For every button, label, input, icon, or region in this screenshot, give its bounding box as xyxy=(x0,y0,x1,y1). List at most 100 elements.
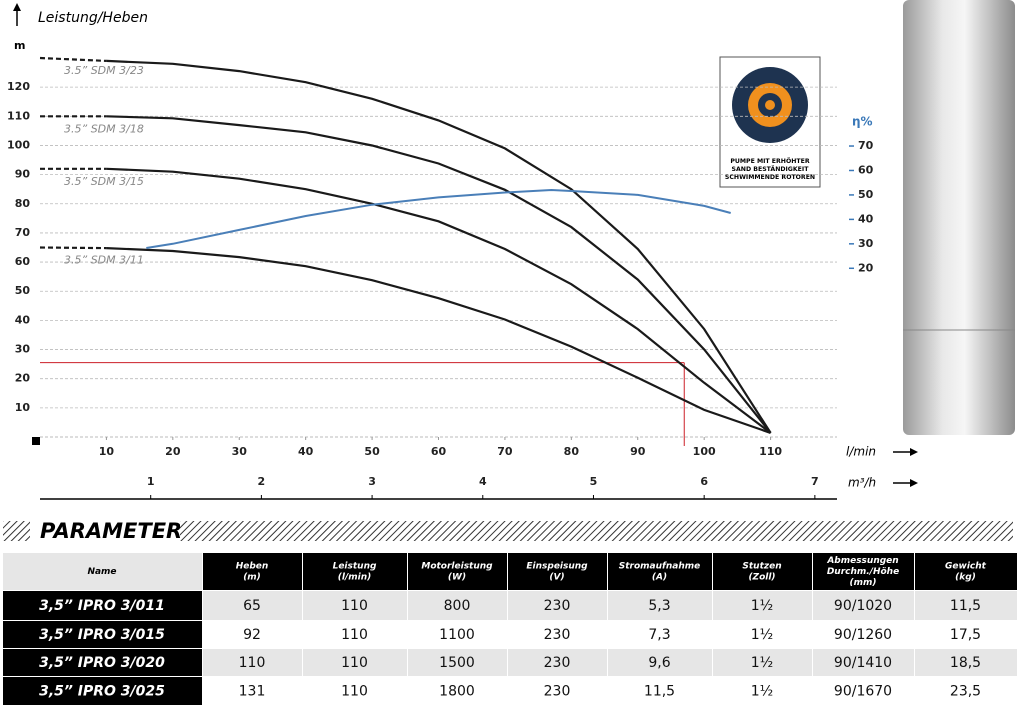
cell-text: 131 xyxy=(239,684,266,700)
x2-tick-label: 3 xyxy=(368,475,376,488)
y-tick-label: 120 xyxy=(7,80,30,93)
header-cell xyxy=(813,553,914,590)
x2-tick-label: 7 xyxy=(811,475,819,488)
x-axis-label: l/min xyxy=(846,445,876,459)
table-title: PARAMETER xyxy=(40,519,182,543)
header-cell xyxy=(915,553,1017,590)
origin-marker xyxy=(32,437,40,445)
efficiency-line xyxy=(146,188,731,249)
data-cell xyxy=(303,621,407,648)
y-tick-label: 80 xyxy=(15,197,31,210)
y2-tick-label: 60 xyxy=(858,163,874,176)
pump-curve xyxy=(106,247,771,434)
header-cell xyxy=(608,553,712,590)
cell-text: 800 xyxy=(444,598,471,614)
data-cell xyxy=(508,677,607,705)
cell-text: 1½ xyxy=(751,598,773,614)
cell-text: 110 xyxy=(239,655,266,671)
cell-text: 9,6 xyxy=(648,655,670,671)
header-text: Abmessungen xyxy=(826,556,898,566)
header-text: Gewicht xyxy=(945,562,987,572)
header-text: Durchm./Höhe xyxy=(827,567,899,577)
x2-tick-label: 5 xyxy=(590,475,598,488)
name-text: 3,5” IPRO 3/020 xyxy=(39,655,165,671)
badge-text: SAND BESTÄNDIGKEIT xyxy=(732,164,810,173)
x2-axis-label: m³/h xyxy=(848,476,876,490)
cell-text: 230 xyxy=(544,598,571,614)
data-cell xyxy=(813,677,914,705)
badge-text: PUMPE MIT ERHÖHTER xyxy=(730,156,810,165)
data-cell xyxy=(713,677,812,705)
header-cell xyxy=(713,553,812,590)
hatch-left xyxy=(3,521,30,541)
x-tick-label: 50 xyxy=(364,445,380,458)
pump-curve-shutoff xyxy=(39,246,107,250)
header-text: (A) xyxy=(652,573,667,583)
data-cell xyxy=(915,649,1017,676)
y-axis-label: m xyxy=(14,39,25,52)
cell-text: 230 xyxy=(544,627,571,643)
header-text: (kg) xyxy=(955,573,976,583)
data-cell xyxy=(608,621,712,648)
cell-text: 110 xyxy=(341,627,368,643)
name-text: 3,5” IPRO 3/015 xyxy=(39,627,165,643)
x-tick-label: 40 xyxy=(298,445,314,458)
data-cell xyxy=(303,649,407,676)
header-cell xyxy=(508,553,607,590)
curve-label: 3.5” SDM 3/18 xyxy=(64,122,144,135)
x-tick-label: 110 xyxy=(759,445,782,458)
data-cell xyxy=(813,649,914,676)
y-tick-label: 110 xyxy=(7,109,30,122)
cell-text: 18,5 xyxy=(950,655,981,671)
data-cell xyxy=(713,649,812,676)
name-cell xyxy=(3,621,202,648)
data-cell xyxy=(408,649,507,676)
x-tick-label: 20 xyxy=(165,445,181,458)
cell-text: 90/1410 xyxy=(834,655,892,671)
header-text: (Zoll) xyxy=(748,573,775,583)
header-cell xyxy=(203,553,302,590)
header-cell xyxy=(3,553,202,590)
data-cell xyxy=(713,621,812,648)
cell-text: 110 xyxy=(341,598,368,614)
cell-text: 1100 xyxy=(439,627,475,643)
header-text: (W) xyxy=(448,573,466,583)
cell-text: 110 xyxy=(341,684,368,700)
cell-text: 23,5 xyxy=(950,684,981,700)
y2-tick-label: 20 xyxy=(858,261,874,274)
header-text: (l/min) xyxy=(338,573,371,583)
curve-label: 3.5” SDM 3/23 xyxy=(64,64,144,77)
name-cell xyxy=(3,649,202,676)
y-tick-label: 30 xyxy=(15,343,31,356)
cell-text: 230 xyxy=(544,655,571,671)
data-cell xyxy=(203,677,302,705)
data-cell xyxy=(608,677,712,705)
header-text: Heben xyxy=(236,562,269,572)
pump-curve xyxy=(106,167,772,434)
data-cell xyxy=(203,591,302,620)
data-cell xyxy=(608,591,712,620)
data-cell xyxy=(813,591,914,620)
badge-text: SCHWIMMENDE ROTOREN xyxy=(725,174,815,181)
cell-text: 17,5 xyxy=(950,627,981,643)
y-arrow-head xyxy=(13,3,21,11)
data-cell xyxy=(508,649,607,676)
name-text: 3,5” IPRO 3/025 xyxy=(39,684,165,700)
cell-text: 1500 xyxy=(439,655,475,671)
y-tick-label: 20 xyxy=(15,372,31,385)
y-tick-label: 40 xyxy=(15,313,31,326)
data-cell xyxy=(915,677,1017,705)
pump-image xyxy=(903,0,1015,435)
x-tick-label: 100 xyxy=(693,445,716,458)
x2-tick-label: 1 xyxy=(147,475,155,488)
cell-text: 1½ xyxy=(751,655,773,671)
data-cell xyxy=(915,591,1017,620)
cell-text: 1800 xyxy=(439,684,475,700)
x2-tick-label: 6 xyxy=(700,475,708,488)
y2-tick-label: 70 xyxy=(858,139,874,152)
header-text: (mm) xyxy=(850,578,877,588)
data-cell xyxy=(408,621,507,648)
pump-curve xyxy=(106,59,772,434)
x-arrow-head xyxy=(910,448,918,456)
